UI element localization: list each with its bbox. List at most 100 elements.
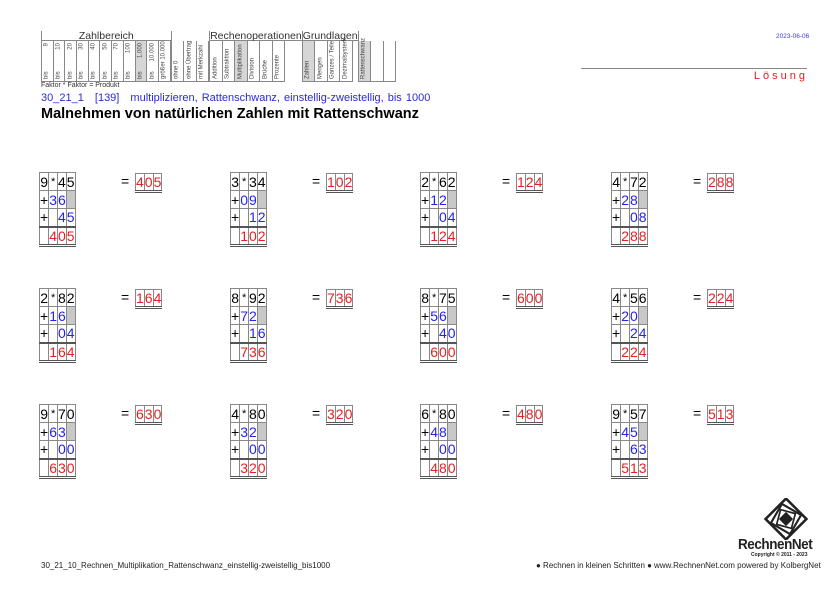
partial-digit: 3 [48, 190, 58, 209]
result-box: 1 6 4 [135, 289, 163, 309]
sum-row: 1 6 4 [38, 341, 76, 363]
multiplication-grid: 2 * 8 2 + 1 6 + 0 4 [38, 288, 76, 363]
plus-sign: + [38, 306, 50, 325]
result-digit: 8 [524, 405, 535, 425]
factor-b-digit: 7 [437, 288, 448, 307]
category-column-label: größer 10.000 [160, 41, 167, 79]
factor-row: 9 * 5 7 [610, 404, 648, 423]
factor-a: 3 [229, 172, 241, 191]
result-digit: 0 [533, 289, 544, 309]
category-column: 20 bis [65, 41, 78, 82]
category-column-label: Rattenschwanz [360, 37, 367, 79]
partial-row-2: + 1 2 [229, 208, 267, 227]
category-column-label: Division [249, 57, 256, 79]
plus-sign: + [419, 190, 431, 209]
partial-digit: 3 [56, 422, 67, 441]
sum-digit: 0 [247, 225, 258, 247]
category-column: 10 bis [53, 41, 66, 82]
empty-cell [620, 440, 630, 459]
plus-sign: + [229, 422, 241, 441]
partial-row-2: + 0 0 [229, 440, 267, 459]
partial-digit: 4 [446, 208, 457, 227]
empty-cell [429, 440, 439, 459]
category-column-label: bis [55, 71, 62, 79]
sum-digit: 3 [637, 457, 648, 479]
partial-row-1: + 3 2 [229, 422, 267, 441]
empty-cell [419, 457, 431, 479]
partial-row-1: + 4 5 [610, 422, 648, 441]
plus-sign: + [610, 306, 622, 325]
partial-digit: 0 [239, 190, 249, 209]
plus-sign: + [419, 306, 431, 325]
operator-sign: * [429, 288, 439, 307]
partial-digit: 0 [628, 306, 639, 325]
factor-b-digit: 0 [65, 404, 76, 423]
operator-sign: * [48, 172, 58, 191]
plus-sign: + [419, 208, 431, 227]
footer-slogan: ● Rechnen in kleinen Schritten ● [536, 561, 652, 570]
multiplication-grid: 9 * 5 7 + 4 5 + 6 3 [610, 404, 648, 479]
plus-sign: + [610, 324, 622, 343]
equals-sign: = [121, 405, 130, 421]
empty-cell [38, 341, 50, 363]
partial-digit: 4 [620, 422, 630, 441]
equals-sign: = [312, 289, 321, 305]
category-column: 50 bis [100, 41, 113, 82]
result-box: 2 8 8 [707, 173, 735, 193]
blocked-cell [446, 306, 457, 325]
category-column-label: bis [102, 71, 109, 79]
sum-digit: 4 [65, 341, 76, 363]
operator-sign: * [239, 172, 249, 191]
multiplication-grid: 9 * 7 0 + 6 3 + 0 0 [38, 404, 76, 479]
category-column: 100 bis [123, 41, 136, 82]
category-column: 40 bis [88, 41, 101, 82]
sum-digit: 3 [247, 341, 258, 363]
sum-digit: 3 [239, 457, 249, 479]
factor-a: 2 [419, 172, 431, 191]
partial-digit: 1 [247, 208, 258, 227]
operator-sign: * [429, 172, 439, 191]
category-column-top: 1.000 [137, 43, 144, 59]
category-group: Zahlbereich 9 bis 10 bis 20 bis 30 bis 40 bis 50 bis… [41, 31, 171, 82]
sum-row: 1 2 4 [419, 225, 457, 247]
result-digit: 4 [135, 173, 145, 193]
empty-cell [229, 341, 241, 363]
multiplication-grid: 6 * 8 0 + 4 8 + 0 0 [419, 404, 457, 479]
category-column: Mengen [315, 41, 328, 82]
partial-digit: 1 [48, 306, 58, 325]
factor-b-digit: 4 [256, 172, 267, 191]
sum-digit: 8 [628, 225, 639, 247]
category-column-label: bis [125, 71, 132, 79]
partial-row-1: + 1 6 [38, 306, 76, 325]
category-column-top: 100 [125, 43, 132, 54]
category-column-label: Dezimalsystem [342, 38, 349, 79]
result-digit: 3 [724, 405, 735, 425]
category-column-label: ohne Übertrag [186, 40, 193, 79]
plus-sign: + [419, 422, 431, 441]
rechnennet-logo-icon [763, 498, 809, 540]
result-digit: 0 [334, 173, 345, 193]
multiplication-grid: 8 * 7 5 + 5 6 + 4 0 [419, 288, 457, 363]
sum-digit: 2 [628, 341, 639, 363]
operator-sign: * [429, 404, 439, 423]
plus-sign: + [229, 306, 241, 325]
blocked-cell [446, 422, 457, 441]
category-column-top: 30 [78, 43, 85, 50]
partial-row-2: + 0 0 [419, 440, 457, 459]
partial-digit: 1 [247, 324, 258, 343]
sum-digit: 7 [239, 341, 249, 363]
partial-digit: 5 [65, 208, 76, 227]
result-box: 6 0 0 [516, 289, 544, 309]
multiplication-grid: 9 * 4 5 + 3 6 + 4 5 [38, 172, 76, 247]
partial-row-1: + 5 6 [419, 306, 457, 325]
factor-a: 9 [38, 404, 50, 423]
sum-digit: 0 [56, 225, 67, 247]
factor-a: 4 [610, 172, 622, 191]
category-column: Dezimalsystem [340, 38, 353, 82]
category-column: größer 10.000 [158, 41, 171, 82]
factor-row: 8 * 9 2 [229, 288, 267, 307]
result-digit: 8 [715, 173, 726, 193]
empty-cell [229, 225, 241, 247]
category-column-label: Zahlen [304, 60, 311, 79]
equals-sign: = [693, 173, 702, 189]
